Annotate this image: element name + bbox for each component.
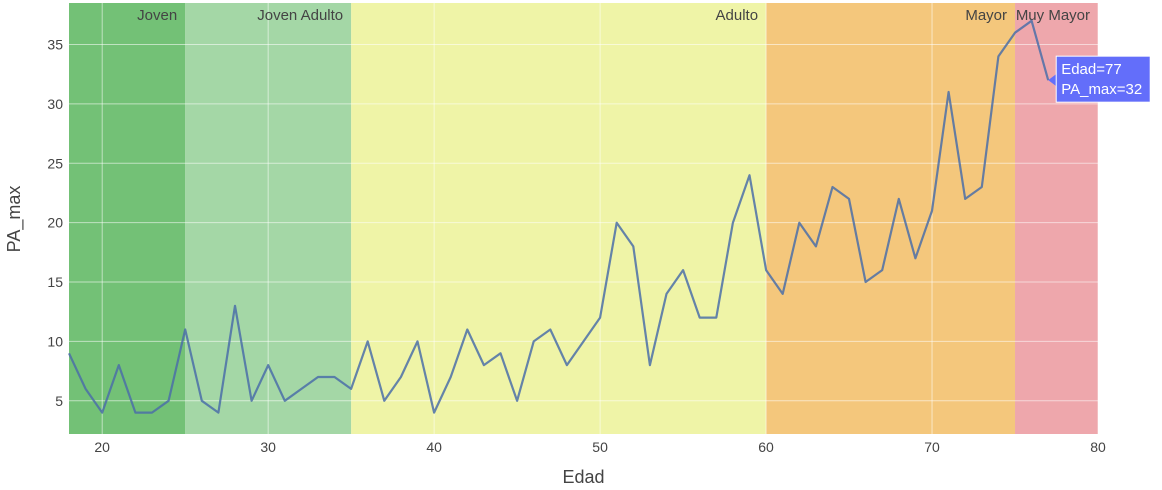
hover-tooltip: Edad=77 PA_max=32 <box>1048 55 1151 103</box>
grid-layer <box>69 3 1099 434</box>
x-tick-label-3: 50 <box>592 439 608 455</box>
x-tick-label-0: 20 <box>94 439 110 455</box>
line-layer <box>68 19 1050 414</box>
band-0 <box>69 3 186 434</box>
series-line[interactable] <box>68 19 1050 414</box>
bands-layer <box>69 3 1098 434</box>
band-label-1: Joven Adulto <box>257 7 343 24</box>
band-2 <box>351 3 767 434</box>
x-tick-label-1: 30 <box>260 439 276 455</box>
x-tick-label-5: 70 <box>924 439 940 455</box>
y-tick-label-3: 20 <box>47 215 63 231</box>
band-label-0: Joven <box>137 7 177 24</box>
tooltip-line-edad: Edad=77 <box>1061 61 1121 78</box>
tooltip-pointer <box>1048 74 1057 87</box>
tooltip-line-pa-max: PA_max=32 <box>1061 81 1142 98</box>
band-label-3: Mayor <box>965 7 1007 24</box>
x-tick-label-4: 60 <box>758 439 774 455</box>
y-tick-label-2: 15 <box>47 274 63 290</box>
x-axis-title: Edad <box>562 467 604 487</box>
band-label-4: Muy Mayor <box>1016 7 1090 24</box>
tooltip-box <box>1055 55 1151 103</box>
y-axis-title: PA_max <box>4 186 25 253</box>
y-tick-label-5: 30 <box>47 96 63 112</box>
band-label-2: Adulto <box>716 7 759 24</box>
x-tick-label-6: 80 <box>1090 439 1106 455</box>
y-tick-label-0: 5 <box>55 393 63 409</box>
y-tick-label-6: 35 <box>47 37 63 53</box>
x-tick-label-2: 40 <box>426 439 442 455</box>
band-3 <box>766 3 1016 434</box>
y-tick-label-1: 10 <box>47 333 63 349</box>
ticks-layer: 20 30 40 50 60 70 80 5 10 15 20 25 30 35 <box>47 37 1106 455</box>
y-tick-label-4: 25 <box>47 155 63 171</box>
band-labels-layer: Joven Joven Adulto Adulto Mayor Muy Mayor <box>137 7 1090 24</box>
